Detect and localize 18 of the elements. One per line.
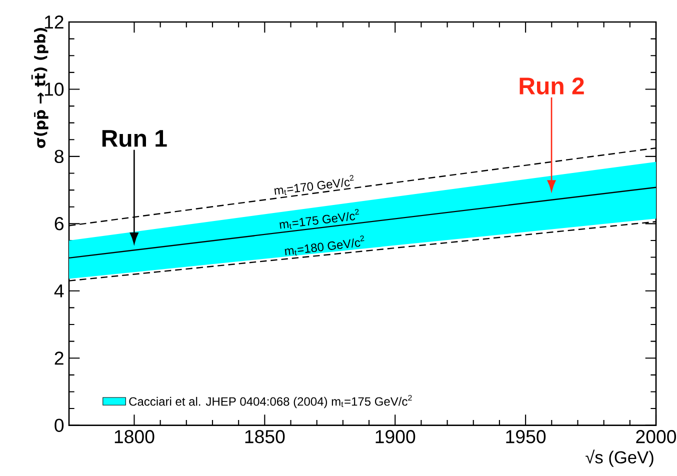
x-tick-label: 2000: [636, 430, 676, 444]
y-tick-label: 4: [54, 284, 64, 298]
annotation: Run 2: [520, 77, 584, 94]
x-tick-label: 1900: [376, 430, 416, 444]
legend-label: Cacciari et al. JHEP 0404:068 (2004) m$_{t}$=175 GeV/c$^{2}$: [129, 394, 412, 408]
y-tick-label: 0: [54, 418, 64, 432]
annotation: m$_{t}$=170 GeV/c$^{2}$: [274, 175, 354, 195]
y-tick-label: 12: [44, 15, 64, 29]
annotation: Run 1: [102, 130, 167, 147]
x-tick-label: 1950: [506, 430, 546, 444]
annotation: m$_{t}$=175 GeV/c$^{2}$: [280, 208, 360, 229]
x-axis-title: √s (GeV): [586, 450, 654, 467]
x-tick-label: 1850: [245, 430, 285, 444]
y-tick-label: 2: [54, 352, 64, 365]
annotation: m$_{t}$=180 GeV/c$^{2}$: [284, 236, 364, 256]
x-tick-label: 1800: [114, 430, 154, 444]
y-tick-label: 6: [54, 217, 64, 230]
y-tick-label: 8: [54, 150, 64, 164]
